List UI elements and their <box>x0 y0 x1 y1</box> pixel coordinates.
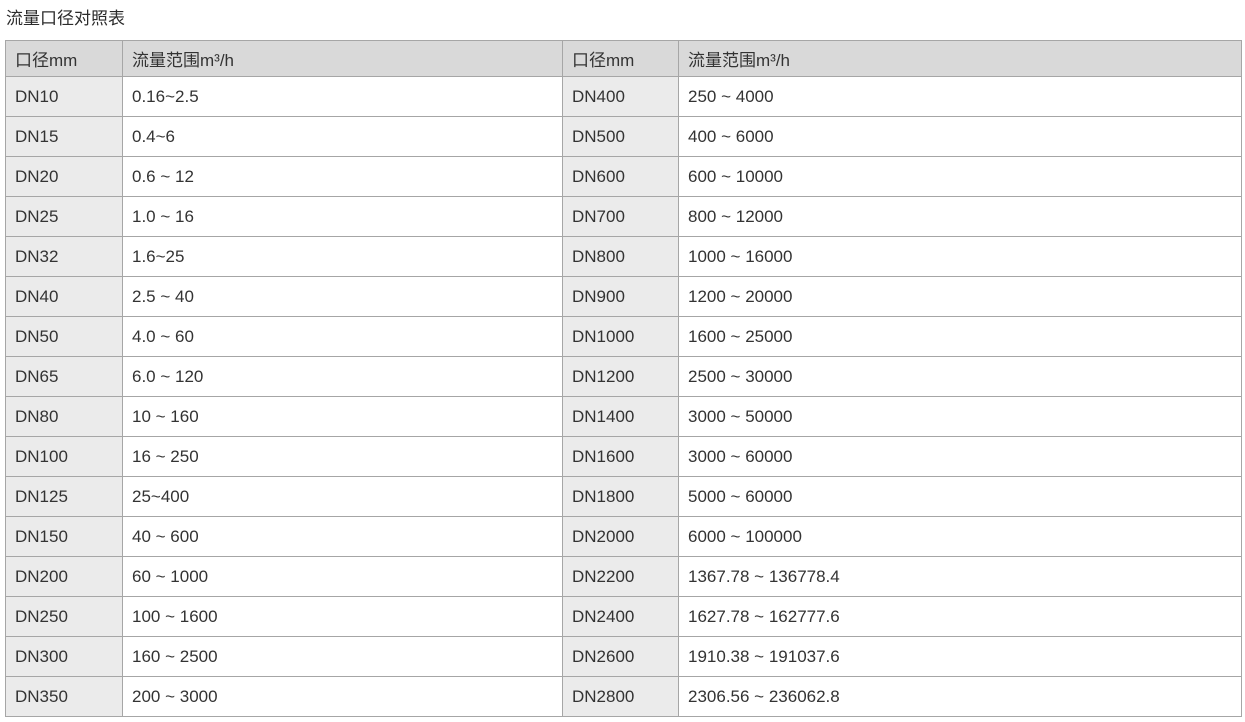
diameter-cell: DN150 <box>5 516 123 557</box>
diameter-cell: DN500 <box>562 116 679 157</box>
header-diameter-left: 口径mm <box>5 40 123 77</box>
diameter-cell: DN2200 <box>562 556 679 597</box>
table-row: DN65 6.0 ~ 120 DN1200 2500 ~ 30000 <box>5 356 1242 397</box>
flow-range-cell: 5000 ~ 60000 <box>678 476 1242 517</box>
flow-range-cell: 100 ~ 1600 <box>122 596 563 637</box>
table-row: DN50 4.0 ~ 60 DN1000 1600 ~ 25000 <box>5 316 1242 357</box>
diameter-cell: DN400 <box>562 76 679 117</box>
diameter-cell: DN32 <box>5 236 123 277</box>
flow-range-cell: 0.4~6 <box>122 116 563 157</box>
flow-range-cell: 160 ~ 2500 <box>122 636 563 677</box>
flow-range-cell: 2.5 ~ 40 <box>122 276 563 317</box>
table-row: DN32 1.6~25 DN800 1000 ~ 16000 <box>5 236 1242 277</box>
flow-range-cell: 3000 ~ 50000 <box>678 396 1242 437</box>
header-flow-range-left: 流量范围m³/h <box>122 40 563 77</box>
table-row: DN125 25~400 DN1800 5000 ~ 60000 <box>5 476 1242 517</box>
table-row: DN300 160 ~ 2500 DN2600 1910.38 ~ 191037.6 <box>5 636 1242 677</box>
table-row: DN80 10 ~ 160 DN1400 3000 ~ 50000 <box>5 396 1242 437</box>
flow-range-cell: 2500 ~ 30000 <box>678 356 1242 397</box>
header-flow-range-right: 流量范围m³/h <box>678 40 1242 77</box>
diameter-cell: DN65 <box>5 356 123 397</box>
diameter-cell: DN50 <box>5 316 123 357</box>
diameter-cell: DN40 <box>5 276 123 317</box>
flow-diameter-table: 口径mm 流量范围m³/h 口径mm 流量范围m³/h DN10 0.16~2.5… <box>5 40 1242 717</box>
table-row: DN150 40 ~ 600 DN2000 6000 ~ 100000 <box>5 516 1242 557</box>
diameter-cell: DN1200 <box>562 356 679 397</box>
flow-range-cell: 16 ~ 250 <box>122 436 563 477</box>
flow-range-cell: 6.0 ~ 120 <box>122 356 563 397</box>
table-row: DN250 100 ~ 1600 DN2400 1627.78 ~ 162777.6 <box>5 596 1242 637</box>
flow-range-cell: 10 ~ 160 <box>122 396 563 437</box>
flow-range-cell: 400 ~ 6000 <box>678 116 1242 157</box>
table-row: DN15 0.4~6 DN500 400 ~ 6000 <box>5 116 1242 157</box>
diameter-cell: DN25 <box>5 196 123 237</box>
flow-range-cell: 1600 ~ 25000 <box>678 316 1242 357</box>
diameter-cell: DN10 <box>5 76 123 117</box>
page-title: 流量口径对照表 <box>6 9 125 28</box>
diameter-cell: DN300 <box>5 636 123 677</box>
table-row: DN100 16 ~ 250 DN1600 3000 ~ 60000 <box>5 436 1242 477</box>
diameter-cell: DN1800 <box>562 476 679 517</box>
table-row: DN25 1.0 ~ 16 DN700 800 ~ 12000 <box>5 196 1242 237</box>
diameter-cell: DN2800 <box>562 676 679 717</box>
diameter-cell: DN600 <box>562 156 679 197</box>
diameter-cell: DN2600 <box>562 636 679 677</box>
diameter-cell: DN1600 <box>562 436 679 477</box>
flow-range-cell: 40 ~ 600 <box>122 516 563 557</box>
flow-range-cell: 0.16~2.5 <box>122 76 563 117</box>
flow-range-cell: 60 ~ 1000 <box>122 556 563 597</box>
table-row: DN200 60 ~ 1000 DN2200 1367.78 ~ 136778.4 <box>5 556 1242 597</box>
diameter-cell: DN250 <box>5 596 123 637</box>
diameter-cell: DN700 <box>562 196 679 237</box>
table-row: DN10 0.16~2.5 DN400 250 ~ 4000 <box>5 76 1242 117</box>
flow-range-cell: 800 ~ 12000 <box>678 196 1242 237</box>
flow-range-cell: 200 ~ 3000 <box>122 676 563 717</box>
diameter-cell: DN20 <box>5 156 123 197</box>
diameter-cell: DN2400 <box>562 596 679 637</box>
table-row: DN40 2.5 ~ 40 DN900 1200 ~ 20000 <box>5 276 1242 317</box>
header-row: 口径mm 流量范围m³/h 口径mm 流量范围m³/h <box>5 40 1242 77</box>
flow-range-cell: 25~400 <box>122 476 563 517</box>
flow-range-cell: 1000 ~ 16000 <box>678 236 1242 277</box>
header-diameter-right: 口径mm <box>562 40 679 77</box>
flow-range-cell: 3000 ~ 60000 <box>678 436 1242 477</box>
flow-range-cell: 1910.38 ~ 191037.6 <box>678 636 1242 677</box>
diameter-cell: DN800 <box>562 236 679 277</box>
flow-range-cell: 1200 ~ 20000 <box>678 276 1242 317</box>
diameter-cell: DN350 <box>5 676 123 717</box>
diameter-cell: DN80 <box>5 396 123 437</box>
flow-range-cell: 4.0 ~ 60 <box>122 316 563 357</box>
flow-range-cell: 600 ~ 10000 <box>678 156 1242 197</box>
diameter-cell: DN900 <box>562 276 679 317</box>
flow-range-cell: 1.6~25 <box>122 236 563 277</box>
table-body: DN10 0.16~2.5 DN400 250 ~ 4000 DN15 0.4~6 DN50… <box>5 76 1242 717</box>
diameter-cell: DN125 <box>5 476 123 517</box>
diameter-cell: DN15 <box>5 116 123 157</box>
flow-range-cell: 6000 ~ 100000 <box>678 516 1242 557</box>
flow-range-cell: 250 ~ 4000 <box>678 76 1242 117</box>
diameter-cell: DN1000 <box>562 316 679 357</box>
diameter-cell: DN200 <box>5 556 123 597</box>
diameter-cell: DN1400 <box>562 396 679 437</box>
flow-range-cell: 1.0 ~ 16 <box>122 196 563 237</box>
flow-range-cell: 0.6 ~ 12 <box>122 156 563 197</box>
diameter-cell: DN100 <box>5 436 123 477</box>
diameter-cell: DN2000 <box>562 516 679 557</box>
flow-range-cell: 2306.56 ~ 236062.8 <box>678 676 1242 717</box>
table-row: DN350 200 ~ 3000 DN2800 2306.56 ~ 236062.8 <box>5 676 1242 717</box>
flow-range-cell: 1367.78 ~ 136778.4 <box>678 556 1242 597</box>
table-row: DN20 0.6 ~ 12 DN600 600 ~ 10000 <box>5 156 1242 197</box>
flow-range-cell: 1627.78 ~ 162777.6 <box>678 596 1242 637</box>
